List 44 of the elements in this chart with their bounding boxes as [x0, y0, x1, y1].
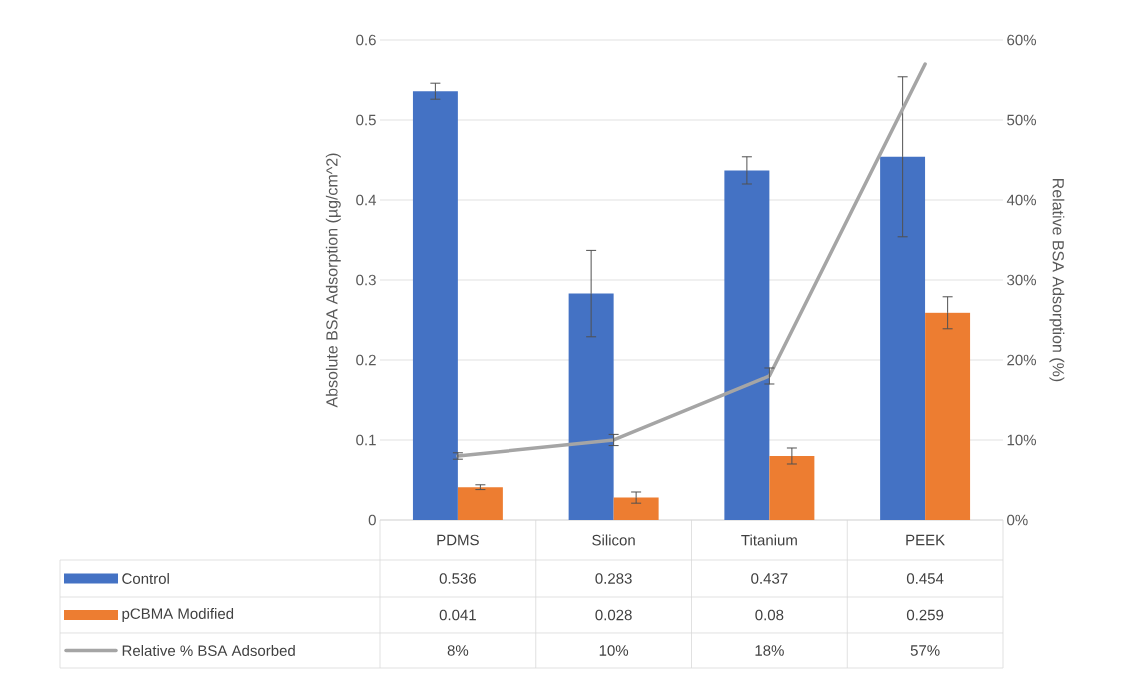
y2-tick-label: 60%: [1007, 34, 1037, 46]
data-label: 0.437: [751, 573, 788, 584]
x-tick-label: PEEK: [906, 534, 945, 546]
y-tick-label: 0.6: [356, 34, 376, 46]
y2-tick-label: 20%: [1007, 354, 1037, 366]
data-label: 0.259: [906, 609, 944, 621]
legend-label: pCBMA Modified: [122, 607, 234, 622]
x-tick-label: Titanium: [741, 534, 797, 546]
data-label: 18%: [755, 645, 784, 656]
y-axis-title: Absolute BSA Adsorption (µg/cm^2): [325, 153, 341, 408]
data-label: 0.028: [595, 609, 632, 621]
data-label: 8%: [447, 645, 469, 656]
y2-tick-label: 40%: [1006, 194, 1037, 206]
x-tick-label: PDMS: [437, 534, 479, 546]
bar: [925, 312, 971, 520]
x-tick-label: Silicon: [592, 534, 635, 546]
y2-tick-label: 50%: [1007, 114, 1037, 126]
bar: [613, 497, 659, 520]
data-label: 0.283: [595, 573, 632, 584]
y2-tick-label: 30%: [1007, 274, 1037, 286]
y2-tick-label: 10%: [1007, 434, 1037, 446]
bar: [769, 455, 815, 520]
y-tick-label: 0.3: [356, 274, 376, 286]
y-tick-label: 0: [368, 514, 376, 526]
y2-tick-label: 0%: [1007, 514, 1028, 526]
y-tick-label: 0.4: [356, 194, 377, 206]
line-series: [456, 62, 927, 458]
bar: [568, 293, 614, 520]
data-label: 0.536: [439, 573, 476, 584]
bar: [412, 91, 458, 520]
y-tick-label: 0.5: [356, 114, 376, 126]
legend-label: Control: [122, 572, 169, 584]
data-label: 10%: [599, 645, 629, 656]
data-label: 0.08: [755, 609, 784, 621]
y2-axis-title: Relative BSA Adsorption (%): [1049, 179, 1065, 382]
bar: [457, 487, 503, 520]
y-tick-label: 0.1: [356, 434, 376, 446]
legend-label: Relative % BSA Adsorbed: [122, 644, 295, 656]
y-tick-label: 0.2: [356, 354, 376, 366]
bar: [880, 156, 926, 520]
data-label: 57%: [910, 645, 940, 656]
data-label: 0.454: [906, 573, 944, 584]
bar: [724, 170, 770, 520]
data-label: 0.041: [439, 609, 476, 621]
